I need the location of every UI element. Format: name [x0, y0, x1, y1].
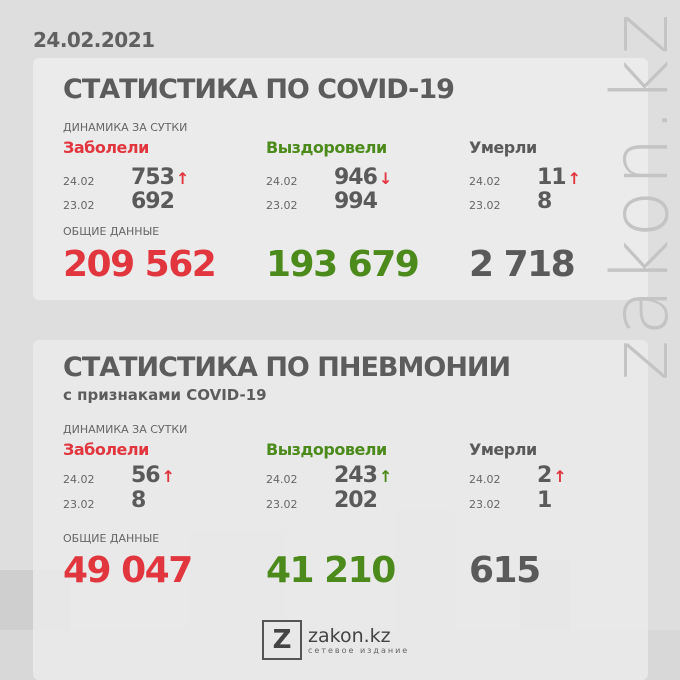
row-value: 2 ↑ [537, 463, 567, 488]
arrow-down-icon: ↓ [378, 169, 392, 188]
arrow-up-icon: ↑ [567, 169, 581, 188]
yesterday-row: 23.02 1 [469, 488, 669, 513]
row-value: 994 [334, 189, 378, 214]
value: 753 [131, 165, 175, 190]
dynamics-label: ДИНАМИКА ЗА СУТКИ [63, 121, 188, 134]
row-date: 24.02 [469, 175, 501, 188]
today-row: 24.02 2 ↑ [469, 463, 669, 488]
today-row: 24.02 946 ↓ [266, 165, 466, 190]
covid-card: СТАТИСТИКА ПО COVID-19 ДИНАМИКА ЗА СУТКИ… [33, 58, 648, 300]
logo-name: zakon.kz [308, 624, 391, 647]
total-value: 193 679 [266, 244, 420, 285]
yesterday-row: 23.02 8 [63, 488, 263, 513]
arrow-up-icon: ↑ [161, 467, 175, 486]
row-value: 753 ↑ [131, 165, 189, 190]
yesterday-row: 23.02 202 [266, 488, 466, 513]
total-value: 49 047 [63, 550, 193, 591]
total-value: 615 [469, 550, 541, 591]
value: 946 [334, 165, 378, 190]
row-value: 692 [131, 189, 175, 214]
covid-title: СТАТИСТИКА ПО COVID-19 [63, 74, 455, 105]
column-label: Умерли [469, 138, 537, 157]
watermark: zakon.kz [596, 10, 680, 382]
today-row: 24.02 56 ↑ [63, 463, 263, 488]
value: 243 [334, 463, 378, 488]
row-date: 24.02 [266, 175, 298, 188]
stat-column: Выздоровели 24.02 946 ↓ 23.02 994 193 679 [266, 138, 466, 285]
yesterday-row: 23.02 994 [266, 189, 466, 214]
row-date: 24.02 [266, 473, 298, 486]
today-row: 24.02 11 ↑ [469, 165, 669, 190]
row-date: 23.02 [469, 498, 501, 511]
yesterday-row: 23.02 8 [469, 189, 669, 214]
row-date: 23.02 [266, 498, 298, 511]
row-value: 946 ↓ [334, 165, 392, 190]
total-value: 2 718 [469, 244, 576, 285]
arrow-up-icon: ↑ [175, 169, 189, 188]
column-label: Выздоровели [266, 440, 387, 459]
row-date: 23.02 [63, 199, 95, 212]
stat-column: Заболели 24.02 753 ↑ 23.02 692 209 562 [63, 138, 263, 285]
pneumonia-subtitle: с признаками COVID-19 [63, 386, 267, 404]
pneumonia-card: СТАТИСТИКА ПО ПНЕВМОНИИ с признаками COV… [33, 340, 648, 680]
logo-tagline: сетевое издание [308, 645, 410, 655]
zakon-logo: Z zakon.kz сетевое издание [262, 620, 409, 660]
date: 24.02.2021 [33, 28, 155, 52]
today-row: 24.02 243 ↑ [266, 463, 466, 488]
row-value: 11 ↑ [537, 165, 581, 190]
column-label: Умерли [469, 440, 537, 459]
row-value: 243 ↑ [334, 463, 392, 488]
row-date: 24.02 [63, 473, 95, 486]
arrow-up-icon: ↑ [553, 467, 566, 486]
value: 2 [537, 463, 552, 488]
logo-letter: Z [262, 620, 302, 660]
row-date: 23.02 [266, 199, 298, 212]
total-value: 41 210 [266, 550, 396, 591]
row-date: 23.02 [469, 199, 501, 212]
stat-column: Выздоровели 24.02 243 ↑ 23.02 202 41 210 [266, 440, 466, 591]
row-value: 202 [334, 488, 378, 513]
column-label: Заболели [63, 138, 149, 157]
row-value: 8 [537, 189, 552, 214]
row-value: 1 [537, 488, 552, 513]
row-value: 56 ↑ [131, 463, 175, 488]
row-value: 8 [131, 488, 146, 513]
row-date: 24.02 [469, 473, 501, 486]
value: 11 [537, 165, 567, 190]
today-row: 24.02 753 ↑ [63, 165, 263, 190]
column-label: Заболели [63, 440, 149, 459]
stat-column: Умерли 24.02 2 ↑ 23.02 1 615 [469, 440, 669, 591]
dynamics-label: ДИНАМИКА ЗА СУТКИ [63, 423, 188, 436]
column-label: Выздоровели [266, 138, 387, 157]
stat-column: Умерли 24.02 11 ↑ 23.02 8 2 718 [469, 138, 669, 285]
yesterday-row: 23.02 692 [63, 189, 263, 214]
total-label: ОБЩИЕ ДАННЫЕ [63, 225, 160, 238]
arrow-up-icon: ↑ [378, 467, 392, 486]
pneumonia-title: СТАТИСТИКА ПО ПНЕВМОНИИ [63, 352, 511, 383]
total-label: ОБЩИЕ ДАННЫЕ [63, 532, 160, 545]
row-date: 23.02 [63, 498, 95, 511]
total-value: 209 562 [63, 244, 217, 285]
stat-column: Заболели 24.02 56 ↑ 23.02 8 49 047 [63, 440, 263, 591]
value: 56 [131, 463, 161, 488]
row-date: 24.02 [63, 175, 95, 188]
